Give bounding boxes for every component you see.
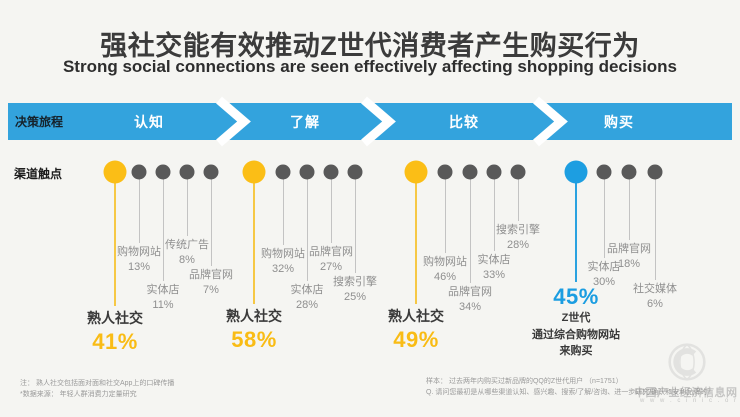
channel-label: 社交媒体: [633, 283, 677, 295]
channel-label: 传统广告: [165, 239, 209, 251]
page-title: 强社交能有效推动Z世代消费者产生购买行为: [100, 31, 640, 61]
footnote-note: 注： 熟人社交包括面对面和社交App上的口碑传播: [20, 380, 175, 387]
stem: [654, 172, 656, 280]
channel-value: 28%: [506, 239, 530, 252]
highlight-value: 41%: [92, 329, 138, 354]
channel-value: 34%: [458, 301, 482, 314]
footnote-question: Q. 请问您最初是从哪些渠道认知、感兴趣、搜索/了解/咨询、进一步研究/确认和安…: [426, 388, 715, 396]
channel-label: 购物网站: [423, 256, 467, 268]
channel-dot: [510, 164, 526, 180]
stem: [210, 172, 212, 266]
stem: [162, 172, 164, 281]
highlight-value: 58%: [231, 327, 277, 352]
channel-dot: [131, 164, 147, 180]
channel-value: 27%: [319, 261, 343, 274]
stem: [354, 172, 356, 273]
stem: [444, 172, 446, 253]
chevron-right-icon: [216, 96, 251, 147]
watermark-url: w w w . c i n i c . o r g . c n: [640, 398, 740, 404]
channel-value: 25%: [343, 291, 367, 304]
channel-value: 8%: [179, 254, 195, 267]
channel-label: 购物网站: [117, 246, 161, 258]
channel-dot: [203, 164, 219, 180]
channel-dot: [179, 164, 195, 180]
highlight-desc: 来购买: [559, 345, 593, 358]
channel-label: 品牌官网: [189, 269, 233, 281]
channel-label: 实体店: [146, 284, 180, 296]
channel-value: 6%: [647, 298, 663, 311]
highlight-value: 45%: [553, 284, 599, 309]
channel-value: 30%: [592, 276, 616, 289]
journey-stage-compare: 比较: [449, 113, 479, 130]
channel-label: 购物网站: [261, 248, 305, 260]
stem: [253, 172, 255, 304]
channel-value: 33%: [482, 269, 506, 282]
channel-dot: [486, 164, 502, 180]
channel-label: 品牌官网: [448, 286, 492, 298]
chevron-right-icon: [361, 96, 396, 147]
stem: [517, 172, 519, 221]
stem: [628, 172, 630, 240]
channel-value: 28%: [295, 299, 319, 312]
highlight-label: 熟人社交: [87, 310, 143, 326]
channel-label: 实体店: [587, 261, 621, 273]
footnote-source: *数据来源： 年轻人群消费力定量研究: [20, 390, 137, 398]
channel-label: 品牌官网: [309, 246, 353, 258]
highlight-dot: [404, 160, 428, 184]
highlight-dot: [242, 160, 266, 184]
stem: [114, 172, 116, 306]
channel-dot: [596, 164, 612, 180]
cinic-globe-icon: [668, 343, 706, 381]
channel-label: 搜索引擎: [333, 276, 377, 288]
stem: [493, 172, 495, 251]
stem: [306, 172, 308, 281]
page-subtitle: Strong social connections are seen effec…: [62, 57, 678, 76]
channel-dot: [323, 164, 339, 180]
channel-value: 11%: [152, 299, 174, 312]
journey-stage-understand: 了解: [290, 113, 320, 130]
footnote-left: 注： 熟人社交包括面对面和社交App上的口碑传播 *数据来源： 年轻人群消费力定…: [20, 379, 174, 401]
journey-bar-label: 决策旅程: [15, 115, 64, 129]
channel-dot: [155, 164, 171, 180]
channel-value: 7%: [203, 284, 219, 297]
touchpoint-row-label: 渠道触点: [14, 167, 63, 181]
highlight-value: 49%: [393, 327, 439, 352]
highlight-dot: [564, 160, 588, 184]
stem: [603, 172, 605, 258]
channel-label: 实体店: [477, 254, 511, 266]
channel-label: 搜索引擎: [496, 224, 540, 236]
highlight-desc: Z世代: [561, 312, 591, 325]
channel-label: 品牌官网: [607, 243, 651, 255]
channel-dot: [275, 164, 291, 180]
channel-value: 18%: [617, 258, 641, 271]
highlight-dot: [103, 160, 127, 184]
channel-dot: [647, 164, 663, 180]
channel-value: 32%: [271, 263, 295, 276]
footnote-sample: 样本： 过去两年内购买过新品牌的QQ的Z世代用户 （n=1751）: [426, 378, 623, 385]
channel-dot: [437, 164, 453, 180]
stem: [575, 172, 577, 282]
channel-dot: [299, 164, 315, 180]
chevron-right-icon: [533, 96, 568, 147]
stem: [186, 172, 188, 236]
footnote-right: 样本： 过去两年内购买过新品牌的QQ的Z世代用户 （n=1751） Q. 请问您…: [426, 377, 726, 399]
journey-stage-awareness: 认知: [134, 113, 164, 130]
channel-label: 实体店: [290, 284, 324, 296]
stem: [282, 172, 284, 245]
highlight-label: 熟人社交: [388, 308, 444, 324]
channel-dot: [621, 164, 637, 180]
highlight-desc: 通过综合购物网站: [532, 328, 620, 341]
stem: [469, 172, 471, 283]
stem: [138, 172, 140, 243]
channel-dot: [347, 164, 363, 180]
channel-dot: [462, 164, 478, 180]
stem: [415, 172, 417, 304]
stem: [330, 172, 332, 243]
journey-stage-purchase: 购买: [604, 113, 634, 130]
channel-value: 46%: [433, 271, 457, 284]
watermark-name: 中国产业经济信息网: [634, 387, 738, 399]
highlight-label: 熟人社交: [226, 308, 282, 324]
journey-bar: 决策旅程 认知 了解 比较 购买: [8, 96, 732, 147]
channel-value: 13%: [127, 261, 151, 274]
